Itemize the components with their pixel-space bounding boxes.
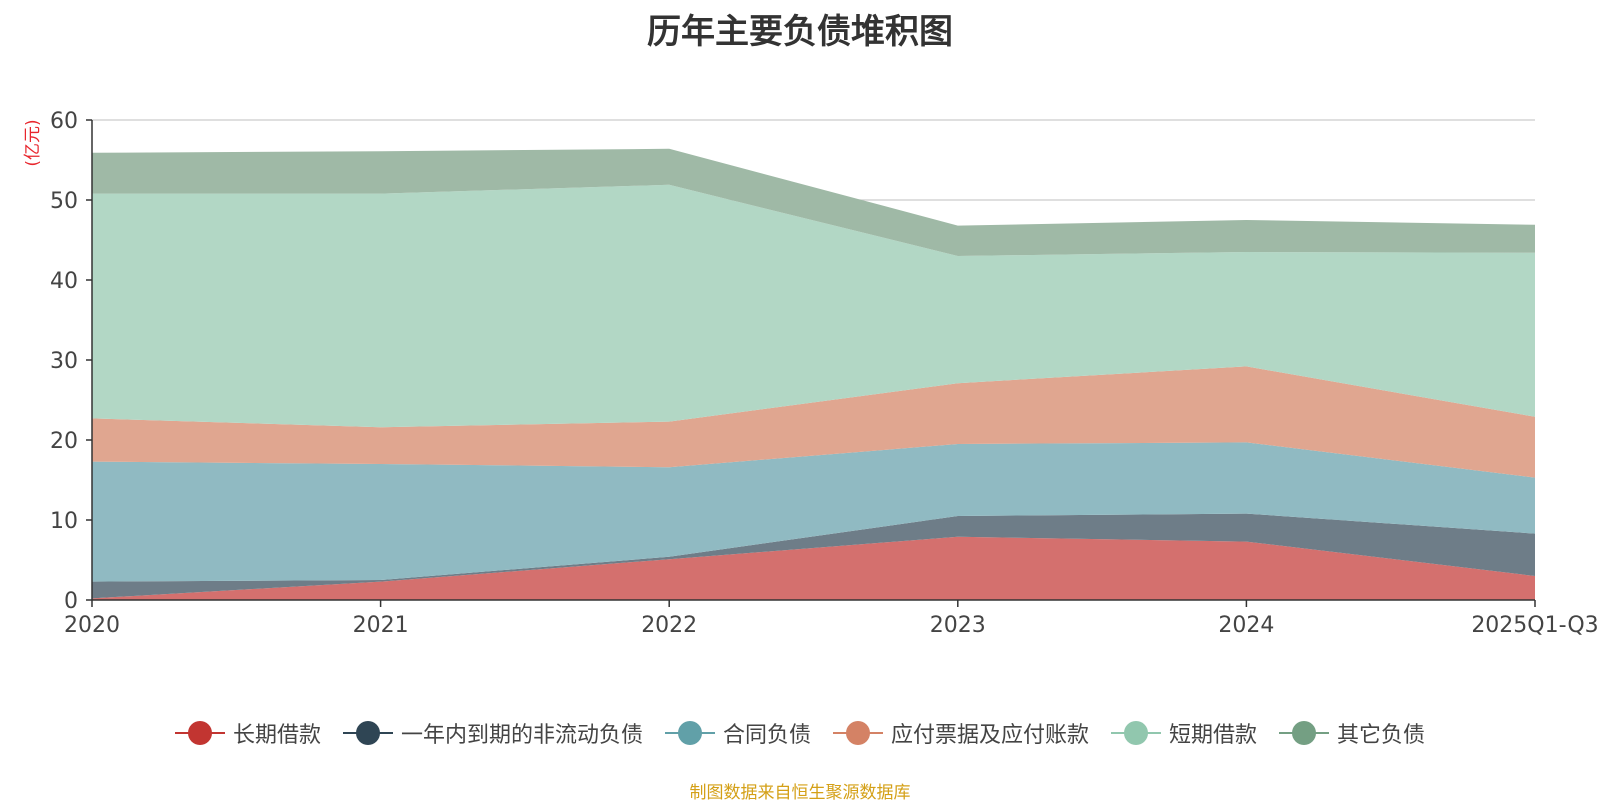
area-series-6 (92, 148, 1535, 256)
y-tick-label-0: 0 (64, 589, 78, 614)
y-axis-unit-label: (亿元) (23, 119, 43, 166)
legend-marker-icon (664, 721, 715, 745)
x-tick-label-1: 2021 (353, 613, 409, 638)
x-tick-label-2: 2022 (641, 613, 697, 638)
area-series-3 (92, 442, 1535, 582)
legend-label: 其它负债 (1337, 723, 1426, 748)
chart-title: 历年主要负债堆积图 (647, 12, 953, 52)
stacked-areas (92, 148, 1535, 600)
y-tick-label-10: 10 (50, 509, 78, 534)
x-tick-label-3: 2023 (930, 613, 986, 638)
legend-label: 合同负债 (722, 723, 811, 748)
area-series-1 (92, 536, 1535, 600)
x-tick-label-0: 2020 (64, 613, 120, 638)
legend-label: 应付票据及应付账款 (891, 723, 1090, 748)
legend-label: 一年内到期的非流动负债 (400, 723, 643, 748)
legend-marker-icon (1111, 721, 1162, 745)
source-note: 制图数据来自恒生聚源数据库 (689, 783, 911, 803)
legend-marker-icon (174, 721, 225, 745)
x-tick-label-5: 2025Q1-Q3 (1471, 613, 1598, 638)
area-series-2 (92, 513, 1535, 599)
legend-item-4[interactable]: 应付票据及应付账款 (833, 717, 1089, 749)
legend-item-1[interactable]: 长期借款 (174, 717, 321, 749)
legend-label: 短期借款 (1169, 723, 1258, 748)
y-tick-label-50: 50 (50, 189, 78, 214)
legend-marker-icon (833, 721, 883, 745)
legend-item-2[interactable]: 一年内到期的非流动负债 (342, 717, 643, 749)
legend: 长期借款 一年内到期的非流动负债 合同负债 应付票据及应付账款 短期借款 其它负债 (0, 717, 1600, 749)
legend-item-3[interactable]: 合同负债 (664, 717, 811, 749)
y-tick-label-40: 40 (50, 269, 78, 294)
axes: 0 10 20 30 40 50 60 2020 2021 2022 2023 2024 2025Q1-… (50, 109, 1599, 638)
area-series-4 (92, 366, 1535, 478)
legend-label: 长期借款 (232, 723, 321, 748)
legend-item-5[interactable]: 短期借款 (1111, 717, 1257, 749)
y-tick-label-20: 20 (50, 429, 78, 454)
x-tick-label-4: 2024 (1218, 613, 1274, 638)
legend-item-6[interactable]: 其它负债 (1279, 717, 1425, 749)
y-tick-label-60: 60 (50, 109, 78, 134)
legend-marker-icon (1279, 721, 1330, 745)
legend-marker-icon (342, 721, 393, 745)
y-tick-label-30: 30 (50, 349, 78, 374)
area-series-5 (92, 184, 1535, 428)
